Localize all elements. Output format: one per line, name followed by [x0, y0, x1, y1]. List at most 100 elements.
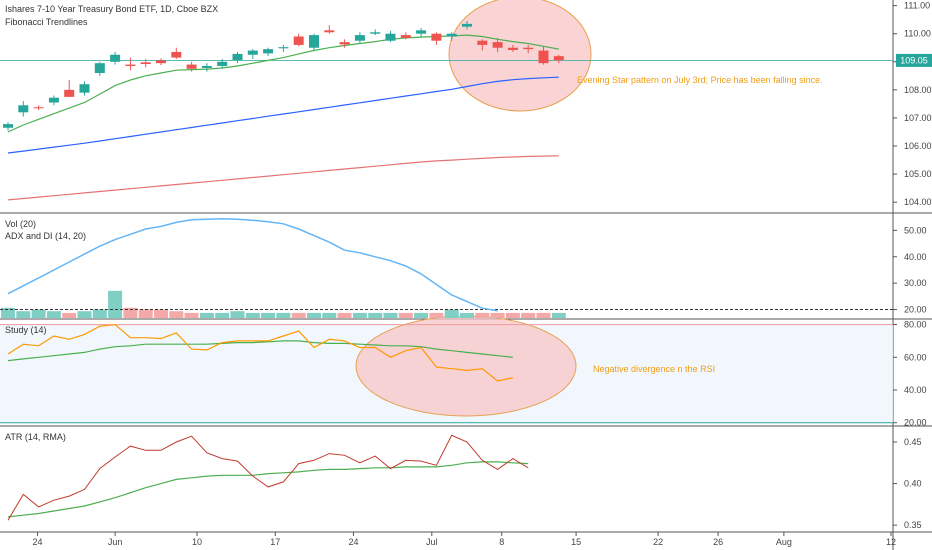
volume-bar	[16, 311, 31, 318]
candle-body	[3, 124, 13, 128]
atr-line	[7, 434, 529, 521]
time-axis-label: 15	[571, 537, 581, 547]
volume-bar	[460, 312, 474, 318]
candle-body	[48, 97, 59, 103]
price-axis-tick-label: 104.00	[904, 197, 932, 207]
volume-bar	[521, 312, 536, 318]
time-axis-label: Aug	[776, 537, 792, 547]
price-axis-tick-label: 110.00	[904, 29, 931, 39]
candle-body	[370, 32, 381, 34]
candle-body	[431, 33, 442, 41]
time-axis: 24 Jun 10 17 24 Jul 8 15 22 26 Aug 12	[33, 532, 896, 547]
adx-panel	[0, 218, 893, 312]
last-price-tag: 109.05	[896, 53, 932, 67]
moving-average-red	[7, 155, 559, 201]
volume-bar	[31, 309, 46, 318]
atr-ma-line	[7, 461, 529, 518]
atr-axis-tick-label: 0.40	[904, 479, 922, 489]
candle-body	[156, 60, 166, 64]
rsi-axis-tick-label: 60.00	[904, 352, 927, 362]
volume-bar	[429, 312, 444, 318]
time-axis-label: 12	[886, 537, 896, 547]
candle-body	[324, 30, 335, 33]
volume-bar	[108, 290, 123, 318]
volume-bar	[230, 311, 245, 318]
volume-bar	[245, 312, 260, 318]
volume-bar	[505, 312, 520, 318]
candle-body	[64, 89, 75, 97]
volume-bar	[77, 311, 92, 318]
time-axis-label: 10	[192, 537, 202, 547]
price-panel	[0, 21, 893, 201]
rsi-ma-line	[7, 340, 513, 362]
candle-body	[462, 23, 472, 27]
volume-bar	[490, 312, 505, 318]
adx-axis-tick-label: 50.00	[904, 225, 927, 235]
volume-bar	[261, 312, 276, 318]
candle-body	[247, 50, 258, 55]
volume-bar	[475, 312, 490, 318]
candle-body	[18, 105, 29, 113]
rsi-divergence-circle[interactable]	[355, 315, 577, 417]
indicator-label-adx: ADX and DI (14, 20)	[5, 231, 86, 241]
volume-bar	[138, 309, 153, 318]
candle-body	[385, 33, 396, 41]
volume-bar	[368, 312, 383, 318]
volume-bar	[322, 312, 337, 318]
adx-axis-tick-label: 30.00	[904, 278, 927, 288]
candle-body	[79, 84, 90, 93]
volume-bar	[536, 312, 551, 318]
candle-body	[492, 42, 503, 48]
candle-body	[171, 51, 182, 58]
volume-bar	[92, 309, 107, 318]
volume-bar	[215, 312, 230, 318]
volume-bar	[398, 312, 413, 318]
candle-body	[33, 107, 44, 109]
atr-axis-tick-label: 0.45	[904, 437, 922, 447]
candle-body	[293, 36, 304, 45]
evening-star-circle[interactable]	[448, 0, 592, 112]
candle-body	[217, 61, 228, 66]
candle-body	[507, 47, 518, 50]
rsi-divergence-note[interactable]: Negative divergence n the RSI	[593, 364, 715, 374]
volume-bar	[444, 309, 459, 318]
candle-body	[94, 63, 105, 74]
candle-body	[201, 65, 212, 68]
price-axis-tick-label: 106.00	[904, 141, 932, 151]
time-axis-label: Jun	[108, 537, 123, 547]
candle-body	[110, 54, 121, 62]
indicator-label-vol: Vol (20)	[5, 219, 36, 229]
rsi-axis-tick-label: 40.00	[904, 385, 927, 395]
volume-bar	[123, 307, 138, 318]
candle-body	[309, 35, 319, 48]
rsi-axis-tick-label: 20.00	[904, 418, 927, 428]
volume-panel	[1, 290, 566, 318]
price-axis-tick-label: 107.00	[904, 113, 932, 123]
indicator-label-atr: ATR (14, RMA)	[5, 432, 66, 442]
candle-body	[232, 53, 243, 61]
candle-body	[538, 50, 549, 64]
candle-body	[354, 35, 365, 41]
volume-bar	[46, 311, 61, 318]
volume-bar	[337, 312, 352, 318]
candle-body	[263, 49, 274, 54]
time-axis-label: 24	[33, 537, 43, 547]
evening-star-note[interactable]: Evening Star pattern on July 3rd; Price …	[577, 75, 823, 85]
volume-bar	[62, 312, 77, 318]
adx-axis-tick-label: 20.00	[904, 305, 927, 315]
time-axis-label: Jul	[426, 537, 438, 547]
candle-body	[140, 62, 151, 65]
last-price-value: 109.05	[900, 55, 928, 65]
price-axis-tick-label: 105.00	[904, 169, 932, 179]
candle-body	[125, 64, 136, 66]
candle-body	[416, 30, 427, 34]
rsi-panel	[0, 323, 893, 424]
volume-bar	[307, 312, 321, 318]
adx-axis-tick-label: 40.00	[904, 252, 927, 262]
candle-body	[553, 56, 564, 61]
candle-body	[339, 42, 350, 45]
chart-title: Ishares 7-10 Year Treasury Bond ETF, 1D,…	[5, 4, 218, 14]
volume-bar	[352, 312, 367, 318]
candle-body	[523, 47, 534, 50]
